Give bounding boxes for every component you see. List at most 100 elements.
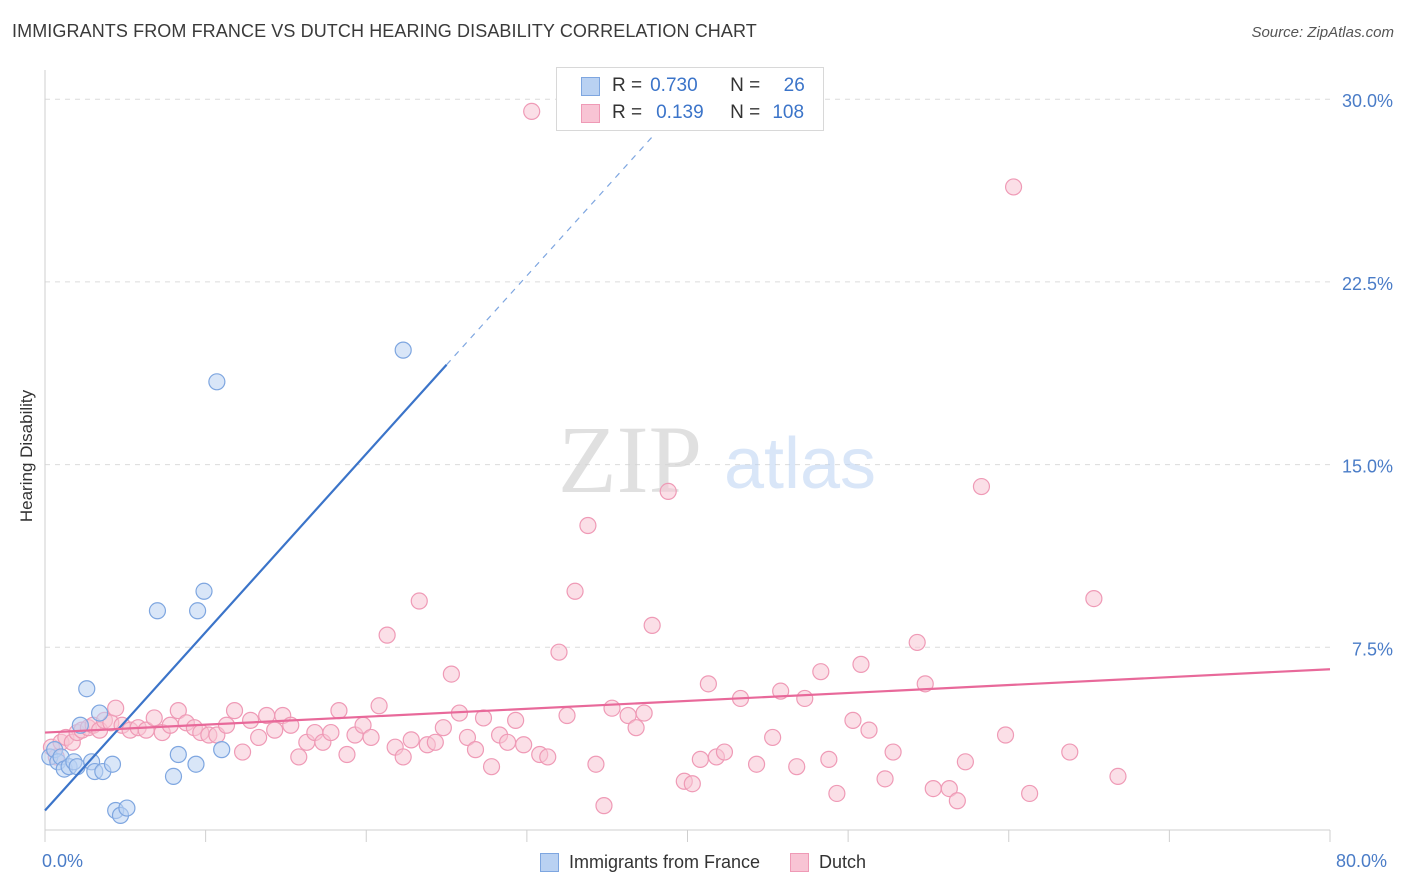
france-point (91, 704, 109, 722)
france-trend-line (44, 364, 448, 812)
y-tick-label: 7.5% (1352, 639, 1393, 659)
dutch-point (558, 706, 576, 725)
dutch-point (290, 748, 308, 766)
dutch-point (1109, 767, 1127, 786)
dutch-point (362, 728, 380, 747)
dutch-point (908, 633, 926, 652)
x-tick-max: 80.0% (1336, 851, 1388, 871)
france-point (164, 767, 183, 786)
france-point (208, 373, 226, 391)
dutch-point (539, 748, 557, 766)
france-point (103, 755, 122, 773)
dutch-point (550, 643, 568, 661)
dutch-point (788, 758, 806, 776)
dutch-point (426, 733, 444, 751)
dutch-point (442, 665, 460, 683)
dutch-point (410, 592, 428, 610)
dutch-point (764, 728, 782, 747)
france-point (68, 758, 86, 776)
dutch-point (338, 745, 356, 764)
dutch-point (844, 711, 862, 729)
france-point (118, 799, 136, 817)
axes (44, 70, 1331, 842)
france-point (394, 341, 412, 359)
dutch-point (972, 477, 991, 496)
dutch-point (659, 482, 677, 501)
dutch-point (474, 709, 493, 727)
dutch-point (635, 704, 653, 722)
dutch-point (482, 758, 501, 776)
watermark: ZIP atlas (558, 406, 876, 513)
dutch-point (330, 702, 348, 720)
dutch-point (458, 728, 477, 747)
dutch-point (924, 779, 942, 798)
dutch-point (884, 743, 902, 761)
france-swatch (581, 76, 600, 96)
dutch-point (956, 753, 974, 771)
series-legend: Immigrants from France Dutch (540, 852, 896, 873)
france-point (78, 680, 96, 698)
dutch-point (145, 709, 163, 727)
dutch-point (225, 702, 244, 720)
france-point (187, 755, 205, 773)
dutch-point (466, 741, 485, 759)
legend-item-france[interactable]: Immigrants from France (540, 852, 760, 873)
dutch-point (1021, 784, 1039, 803)
n-label: N = (730, 75, 761, 96)
dutch-swatch (581, 103, 600, 123)
trend-lines (44, 132, 1331, 812)
dutch-point (948, 792, 966, 810)
dutch-point (683, 775, 701, 793)
dutch-point (523, 102, 541, 121)
dutch-point (434, 719, 452, 737)
y-tick-label: 15.0% (1342, 457, 1393, 477)
dutch-point (378, 626, 396, 644)
france-trend-extension (446, 132, 656, 366)
dutch-point (852, 655, 870, 673)
dutch-point (1085, 589, 1103, 608)
dutch-point (587, 755, 605, 773)
dutch-point (566, 582, 584, 600)
dutch-point (402, 731, 420, 749)
dutch-point (169, 702, 187, 720)
dutch-point (996, 726, 1015, 744)
correlation-legend: R = 0.730 N = 26 R = 0.139 N = 108 (556, 67, 824, 131)
dutch-point (715, 743, 734, 761)
r-label: R = (612, 102, 643, 123)
france-point (188, 602, 207, 620)
legend-label-dutch: Dutch (819, 852, 867, 872)
watermark-zip: ZIP (558, 406, 702, 513)
watermark-atlas: atlas (724, 424, 876, 504)
dutch-trend-line (44, 668, 1331, 734)
gridlines (45, 98, 1335, 648)
dutch-point (812, 663, 830, 681)
legend-item-dutch[interactable]: Dutch (790, 852, 866, 873)
france-point (71, 716, 89, 734)
y-axis-label: Hearing Disability (17, 389, 36, 523)
dutch-point (643, 616, 661, 634)
legend-row-dutch: R = 0.139 N = 108 (581, 101, 808, 125)
france-point (148, 602, 167, 620)
dutch-point (217, 716, 236, 734)
dutch-point (507, 711, 525, 729)
n-value: 26 (783, 75, 805, 96)
dutch-point (370, 697, 388, 715)
chart-title: IMMIGRANTS FROM FRANCE VS DUTCH HEARING … (12, 21, 757, 41)
dutch-point (603, 699, 621, 717)
dutch-point (691, 750, 709, 768)
dutch-point (242, 711, 260, 729)
dutch-point (233, 743, 252, 761)
dutch-point (250, 728, 268, 747)
y-tick-labels: 7.5% 15.0% 22.5% 30.0% (1342, 91, 1393, 659)
r-label: R = (612, 75, 643, 96)
dutch-point (266, 721, 284, 739)
y-tick-label: 30.0% (1342, 91, 1393, 111)
y-tick-label: 22.5% (1342, 274, 1393, 294)
legend-label-france: Immigrants from France (569, 852, 761, 872)
dutch-swatch (790, 853, 810, 872)
r-value: 0.730 (650, 75, 698, 96)
dutch-point (499, 733, 517, 751)
dutch-point (322, 723, 340, 742)
dutch-point (107, 699, 125, 717)
